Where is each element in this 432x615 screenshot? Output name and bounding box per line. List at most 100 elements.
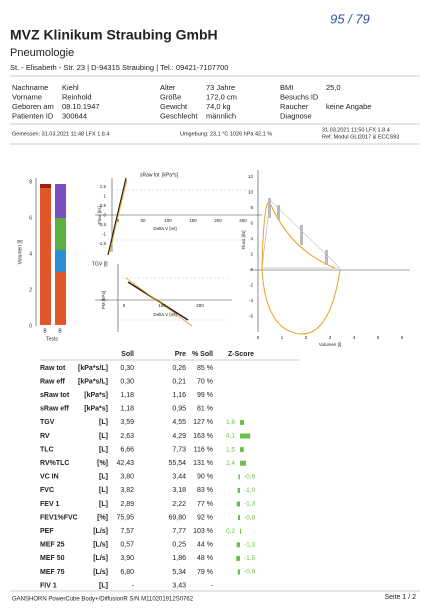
- percent-predicted: 81 %: [197, 406, 213, 413]
- category-label: B: [58, 328, 62, 334]
- percent-predicted: 44 %: [197, 542, 213, 549]
- percent-predicted: 92 %: [197, 514, 213, 521]
- z-score-bar: [237, 569, 240, 575]
- field-value: 08.10.1947: [62, 102, 100, 111]
- predicted: 2,63: [120, 433, 134, 440]
- z-score-bar: [236, 501, 240, 507]
- percent-predicted: 127 %: [193, 419, 213, 426]
- parameter: Raw tot: [40, 365, 66, 372]
- y-tick-label: 4: [250, 236, 253, 241]
- column-header: Z-Score: [228, 351, 254, 358]
- axis-label: Delta V [ml]: [153, 312, 176, 317]
- percent-predicted: 79 %: [197, 569, 213, 576]
- z-score-bar: [238, 515, 240, 521]
- predicted: 75,95: [116, 514, 134, 521]
- measured: 4,29: [172, 433, 186, 440]
- predicted: 0,57: [120, 542, 134, 549]
- z-score: 1,6: [226, 419, 235, 426]
- predicted: 6,80: [120, 569, 134, 576]
- z-score: -1,3: [244, 542, 256, 549]
- field-label: Geboren am: [12, 102, 54, 111]
- x-tick-label: 2: [305, 335, 308, 340]
- y-tick-label: 4: [29, 251, 32, 257]
- unit: [kPa*s]: [84, 392, 108, 399]
- measured: 7,73: [172, 446, 186, 453]
- y-tick-label: -0,5: [98, 222, 106, 227]
- column-header: Pre: [175, 351, 186, 358]
- measured: 1,86: [172, 555, 186, 562]
- device: GANSHORN PowerCube Body+/DiffusionR S/N …: [12, 597, 194, 603]
- z-score: -0,8: [244, 514, 256, 521]
- y-tick-label: 0: [29, 323, 32, 329]
- axis-label: Volumen [l]: [17, 239, 23, 264]
- axis-label: Delta V [ml]: [153, 226, 176, 231]
- x-tick-label: 250: [239, 218, 247, 223]
- unit: [%]: [97, 514, 108, 521]
- z-score-bar: [237, 487, 240, 493]
- unit: [L/s]: [93, 555, 108, 562]
- parameter: Raw eff: [40, 378, 66, 385]
- y-tick-label: -1,5: [98, 241, 106, 246]
- unit: [L]: [99, 474, 108, 481]
- field-value: 74,0 kg: [206, 102, 231, 111]
- field-label: Raucher: [280, 102, 309, 111]
- unit: [kPa*s]: [84, 406, 108, 413]
- unit: [kPa*s/L]: [78, 378, 108, 385]
- y-tick-label: 6: [250, 221, 253, 226]
- y-tick-label: 2: [250, 252, 253, 257]
- predicted: 7,57: [120, 528, 134, 535]
- y-tick-label: 10: [248, 190, 254, 195]
- measured: 0,25: [172, 542, 186, 549]
- parameter: VC IN: [40, 474, 59, 481]
- chart-title: sRaw tot: [140, 172, 160, 178]
- x-tick-label: 4: [353, 335, 356, 340]
- parameter: TLC: [40, 446, 54, 453]
- measured: 1,16: [172, 392, 186, 399]
- predicted: 2,89: [120, 501, 134, 508]
- z-score-bar: [240, 460, 246, 466]
- chart-title: TGV [l]: [92, 261, 108, 267]
- chart-unit: [kPa*s]: [162, 172, 178, 178]
- field-label: Besuchs ID: [280, 92, 319, 101]
- axis-label: Volumen [l]: [319, 342, 341, 347]
- parameter: FIV 1: [40, 582, 57, 589]
- predicted: 3,90: [120, 555, 134, 562]
- x-tick-label: 200: [196, 303, 204, 308]
- y-tick-label: 8: [250, 205, 253, 210]
- unit: [L/s]: [93, 528, 108, 535]
- category-label: B: [43, 328, 47, 334]
- predicted: 3,82: [120, 487, 134, 494]
- field-value: 73 Jahre: [206, 83, 235, 92]
- y-tick-label: 1: [103, 194, 106, 199]
- parameter: sRaw eff: [40, 406, 69, 413]
- x-tick-label: 0: [117, 218, 120, 223]
- parameter: TGV: [40, 419, 55, 426]
- percent-predicted: -: [211, 582, 214, 589]
- unit: [L]: [99, 433, 108, 440]
- measured: 3,18: [172, 487, 186, 494]
- x-tick-label: 3: [329, 335, 332, 340]
- x-tick-label: 6: [401, 335, 404, 340]
- y-tick-label: -6: [249, 314, 253, 319]
- x-tick-label: 100: [158, 303, 166, 308]
- sraw-chart: [95, 177, 262, 256]
- predicted: 6,66: [120, 446, 134, 453]
- z-score-bar: [240, 419, 244, 425]
- field-value: Kiehl: [62, 83, 79, 92]
- z-score: -1,0: [244, 487, 256, 494]
- field-label: Gewicht: [160, 102, 188, 111]
- measured: 5,34: [172, 569, 186, 576]
- axis-label: PM [kPa]: [101, 291, 106, 309]
- y-tick-label: 0: [250, 267, 253, 272]
- y-tick-label: -2: [249, 283, 253, 288]
- z-score: -1,5: [244, 555, 256, 562]
- measured: 0,26: [172, 365, 186, 372]
- unit: [L]: [99, 501, 108, 508]
- flow-volume-chart: [250, 170, 410, 335]
- measured: 55,54: [168, 460, 186, 467]
- field-value: Reinhold: [62, 92, 92, 101]
- z-score: 2,4: [226, 460, 235, 467]
- field-label: Größe: [160, 92, 181, 101]
- page-number: Seite 1 / 2: [384, 594, 416, 601]
